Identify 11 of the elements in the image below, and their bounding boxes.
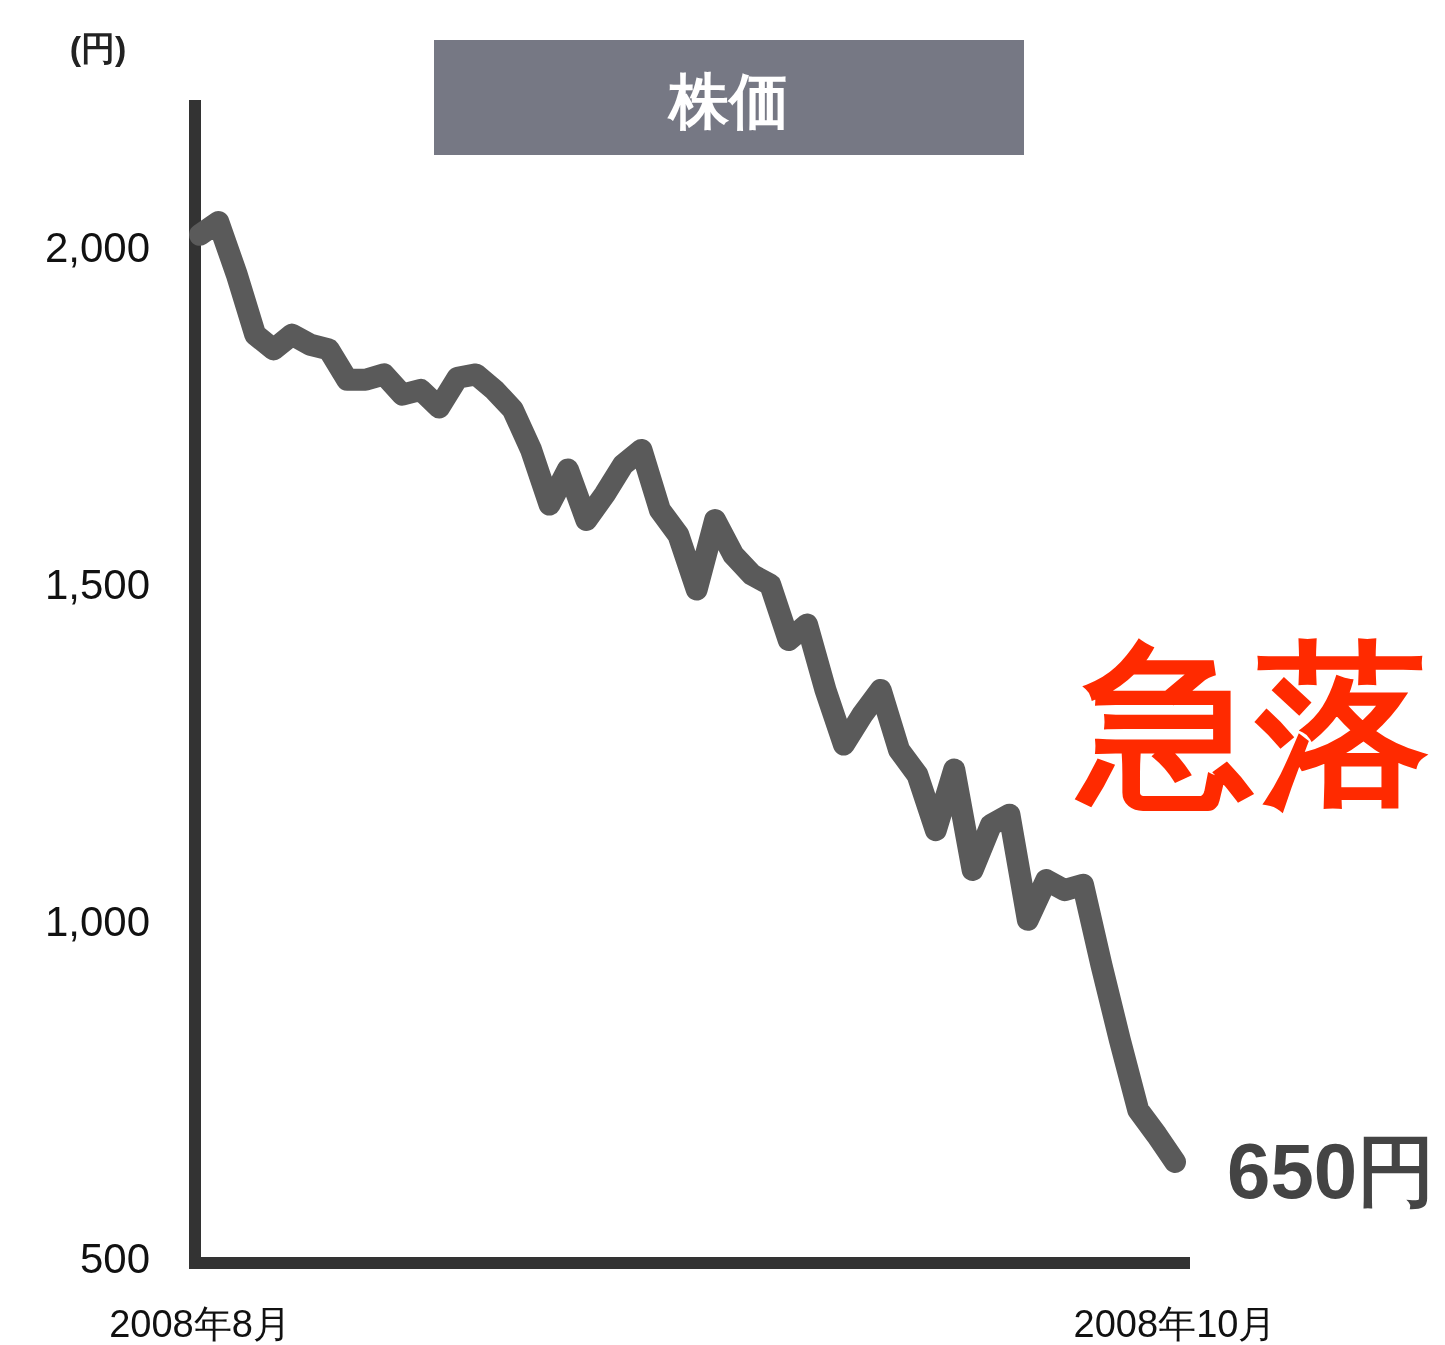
x-tick-label: 2008年8月 xyxy=(109,1303,291,1345)
y-axis-title: (円) xyxy=(69,29,127,67)
y-tick-label: 1,500 xyxy=(44,560,150,608)
x-tick-label: 2008年10月 xyxy=(1073,1303,1277,1345)
annotation: 急落 xyxy=(1074,627,1430,822)
y-tick-label: 1,000 xyxy=(44,897,150,945)
chart-title: 株価 xyxy=(667,68,789,135)
text: 650円 xyxy=(1227,1127,1436,1215)
y-tick-label: 500 xyxy=(79,1235,150,1282)
title-box: 株価 xyxy=(434,40,1024,155)
y-tick-label: 2,000 xyxy=(44,223,150,271)
